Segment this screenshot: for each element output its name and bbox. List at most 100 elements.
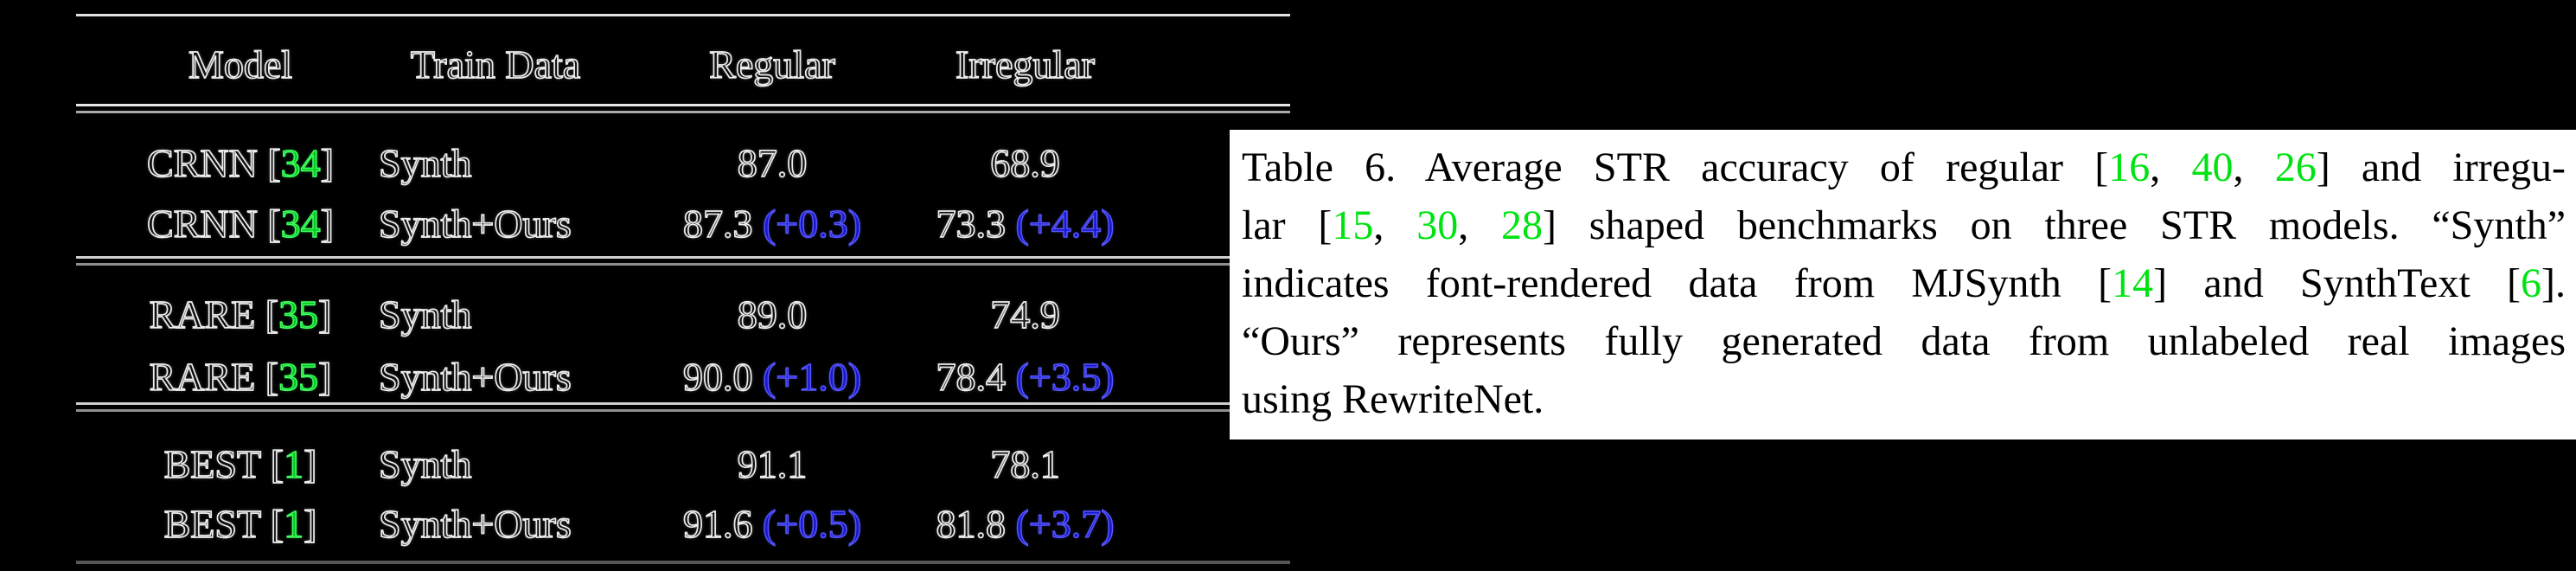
irregular-value: 78.4 — [936, 354, 1007, 400]
train-data-value: Synth+Ours — [378, 201, 572, 247]
cite-bracket-close: ] — [303, 501, 317, 547]
regular-delta: (+1.0) — [752, 354, 862, 400]
caption-text: , — [1373, 202, 1417, 248]
header-irregular-label: Irregular — [955, 42, 1096, 87]
regular-cell: 91.6 (+0.5) — [630, 497, 915, 553]
regular-cell: 87.0 — [630, 137, 915, 192]
caption-text: using RewriteNet. — [1242, 376, 1544, 422]
caption-text: ] and SynthText [ — [2153, 260, 2522, 306]
citation-number: 1 — [283, 501, 304, 547]
header-regular-label: Regular — [708, 42, 835, 87]
model-name: CRNN — [146, 140, 268, 186]
caption-text: ] and irregu- — [2316, 144, 2566, 190]
caption-citation: 26 — [2274, 144, 2317, 190]
caption-text: , — [1458, 202, 1501, 248]
train-data-value: Synth+Ours — [378, 501, 572, 547]
model-cell: RARE [35] — [76, 288, 405, 343]
train-data-cell: Synth+Ours — [378, 350, 690, 406]
regular-value: 90.0 — [682, 354, 753, 400]
header-model: Model — [76, 38, 405, 93]
irregular-delta: (+4.4) — [1005, 201, 1115, 247]
cite-bracket-open: [ — [266, 201, 281, 247]
irregular-delta: (+3.5) — [1005, 354, 1115, 400]
table-caption: Table 6. Average STR accuracy of regular… — [1230, 130, 2576, 439]
table-row: CRNN [34] Synth+Ours 87.3 (+0.3) 73.3 (+… — [76, 197, 1290, 253]
caption-citation: 15 — [1332, 202, 1374, 248]
irregular-cell: 81.8 (+3.7) — [885, 497, 1166, 553]
regular-cell: 87.3 (+0.3) — [630, 197, 915, 253]
train-data-cell: Synth — [378, 288, 690, 343]
results-table: Model Train Data Regular Irregular CRNN … — [76, 0, 1290, 571]
regular-delta: (+0.3) — [752, 201, 862, 247]
table-row: RARE [35] Synth 89.0 74.9 — [76, 288, 1290, 343]
table-row: BEST [1] Synth+Ours 91.6 (+0.5) 81.8 (+3… — [76, 497, 1290, 553]
caption-text: indicates font-rendered data from MJSynt… — [1242, 260, 2113, 306]
train-data-value: Synth+Ours — [378, 354, 572, 400]
caption-citation: 40 — [2191, 144, 2234, 190]
caption-citation: 14 — [2112, 260, 2154, 306]
cite-bracket-open: [ — [270, 441, 284, 487]
regular-value: 87.3 — [682, 201, 753, 247]
irregular-value: 73.3 — [936, 201, 1007, 247]
group-separator-rule — [76, 402, 1290, 412]
train-data-cell: Synth — [378, 137, 690, 192]
irregular-value: 68.9 — [989, 140, 1060, 186]
regular-cell: 89.0 — [630, 288, 915, 343]
model-name: CRNN — [146, 201, 268, 247]
regular-cell: 90.0 (+1.0) — [630, 350, 915, 406]
cite-bracket-close: ] — [317, 354, 332, 400]
citation-number: 35 — [278, 354, 319, 400]
irregular-cell: 78.4 (+3.5) — [885, 350, 1166, 406]
caption-text: “Ours” represents fully generated data f… — [1242, 318, 2566, 364]
citation-number: 35 — [278, 292, 319, 337]
table-row: CRNN [34] Synth 87.0 68.9 — [76, 137, 1290, 192]
model-name: BEST — [163, 501, 271, 547]
cite-bracket-close: ] — [303, 441, 317, 487]
train-data-cell: Synth+Ours — [378, 197, 690, 253]
table-bottom-rule — [76, 561, 1290, 564]
irregular-value: 81.8 — [936, 501, 1007, 547]
caption-line: indicates font-rendered data from MJSynt… — [1242, 254, 2566, 312]
irregular-value: 78.1 — [989, 441, 1060, 487]
cite-bracket-close: ] — [317, 292, 332, 337]
model-cell: CRNN [34] — [76, 197, 405, 253]
cite-bracket-open: [ — [270, 501, 284, 547]
regular-value: 91.6 — [682, 501, 753, 547]
irregular-cell: 68.9 — [885, 137, 1166, 192]
cite-bracket-close: ] — [320, 140, 335, 186]
irregular-delta: (+3.7) — [1005, 501, 1115, 547]
table-top-rule — [76, 14, 1290, 16]
header-irregular: Irregular — [885, 38, 1166, 93]
caption-line: using RewriteNet. — [1242, 370, 2566, 428]
caption-line: Table 6. Average STR accuracy of regular… — [1242, 138, 2566, 196]
group-separator-rule — [76, 256, 1290, 266]
train-data-value: Synth — [378, 292, 472, 337]
caption-citation: 16 — [2108, 144, 2151, 190]
header-double-rule — [76, 104, 1290, 113]
irregular-cell: 74.9 — [885, 288, 1166, 343]
regular-cell: 91.1 — [630, 438, 915, 493]
model-name: RARE — [149, 292, 265, 337]
caption-text: , — [2233, 144, 2275, 190]
header-train-data: Train Data — [361, 38, 630, 93]
citation-number: 34 — [280, 201, 322, 247]
caption-text: ] shaped benchmarks on three STR models.… — [1543, 202, 2566, 248]
model-cell: BEST [1] — [76, 497, 405, 553]
model-name: BEST — [163, 441, 271, 487]
model-cell: RARE [35] — [76, 350, 405, 406]
caption-text: ]. — [2541, 260, 2566, 306]
citation-number: 1 — [283, 441, 304, 487]
citation-number: 34 — [280, 140, 322, 186]
caption-line: lar [15, 30, 28] shaped benchmarks on th… — [1242, 196, 2566, 254]
irregular-value: 74.9 — [989, 292, 1060, 337]
cite-bracket-open: [ — [265, 354, 279, 400]
regular-delta: (+0.5) — [752, 501, 862, 547]
caption-text: , — [2150, 144, 2192, 190]
train-data-value: Synth — [378, 441, 472, 487]
header-regular: Regular — [630, 38, 915, 93]
regular-value: 89.0 — [737, 292, 808, 337]
model-cell: BEST [1] — [76, 438, 405, 493]
cite-bracket-open: [ — [265, 292, 279, 337]
train-data-cell: Synth — [378, 438, 690, 493]
